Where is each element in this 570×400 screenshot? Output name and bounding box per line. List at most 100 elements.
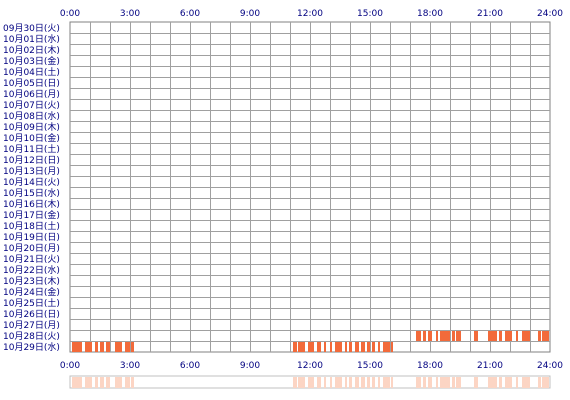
row-label: 10月12日(日)	[3, 155, 60, 166]
summary-segment	[131, 377, 134, 388]
summary-segment	[355, 377, 359, 388]
row-label: 10月15日(水)	[3, 187, 60, 199]
activity-segment	[499, 331, 502, 341]
activity-segment	[538, 331, 541, 341]
activity-segment	[317, 342, 321, 352]
activity-segment	[367, 342, 370, 352]
x-tick-label-bottom: 6:00	[180, 361, 200, 371]
activity-segment	[115, 342, 122, 352]
activity-segment	[423, 331, 426, 341]
row-label: 10月27日(月)	[3, 320, 60, 331]
row-label: 10月26日(日)	[3, 309, 60, 320]
summary-segment	[125, 377, 130, 388]
summary-segment	[361, 377, 365, 388]
activity-segment	[125, 342, 130, 352]
activity-segment	[436, 331, 438, 341]
summary-segment	[317, 377, 321, 388]
summary-segment	[115, 377, 122, 388]
activity-segment	[131, 342, 134, 352]
activity-segment	[522, 331, 530, 341]
summary-segment	[72, 377, 82, 388]
row-label: 10月06日(月)	[3, 89, 60, 100]
x-tick-label-bottom: 3:00	[120, 361, 140, 371]
activity-segment	[345, 342, 347, 352]
row-label: 10月16日(木)	[3, 198, 60, 210]
summary-segment	[391, 377, 393, 388]
activity-segment	[474, 331, 478, 341]
summary-segment	[100, 377, 104, 388]
summary-segment	[367, 377, 370, 388]
activity-segment	[349, 342, 352, 352]
x-tick-label-top: 0:00	[60, 9, 80, 19]
summary-segment	[488, 377, 497, 388]
summary-segment	[378, 377, 380, 388]
row-label: 10月04日(土)	[3, 66, 60, 78]
x-tick-label-top: 6:00	[180, 9, 200, 19]
x-tick-label-top: 3:00	[120, 9, 140, 19]
summary-segment	[85, 377, 92, 388]
x-tick-label-top: 24:00	[537, 9, 563, 19]
activity-segment	[456, 331, 461, 341]
summary-bar	[69, 375, 551, 389]
activity-segment	[378, 342, 380, 352]
activity-segment	[452, 331, 455, 341]
summary-segment	[372, 377, 375, 388]
activity-segment	[330, 342, 332, 352]
row-label: 10月22日(水)	[3, 264, 60, 276]
bottom-axis: 0:00 3:00 6:00 9:00 12:00 15:00 18:00 21:00 24:0…	[60, 361, 563, 371]
summary-segment	[428, 377, 432, 388]
activity-segment	[416, 331, 421, 341]
row-label: 10月13日(月)	[3, 166, 60, 177]
row-label: 10月29日(水)	[3, 341, 60, 353]
summary-segment	[452, 377, 455, 388]
activity-segment	[391, 342, 393, 352]
x-tick-label-bottom: 9:00	[240, 361, 260, 371]
top-axis: 0:00 3:00 6:00 9:00 12:00 15:00 18:00 21:00 24:0…	[60, 9, 563, 19]
x-tick-label-bottom: 15:00	[357, 361, 383, 371]
summary-segment	[436, 377, 438, 388]
activity-segment	[383, 342, 390, 352]
summary-segment	[456, 377, 461, 388]
activity-segment	[95, 342, 98, 352]
activity-segment	[440, 331, 450, 341]
activity-segment	[72, 342, 82, 352]
summary-segment	[324, 377, 326, 388]
summary-segment	[423, 377, 426, 388]
activity-marks	[72, 331, 549, 352]
row-label: 09月30日(火)	[3, 23, 60, 34]
activity-segment	[85, 342, 92, 352]
summary-segment	[383, 377, 390, 388]
x-tick-label-bottom: 21:00	[477, 361, 503, 371]
x-tick-label-bottom: 0:00	[60, 361, 80, 371]
activity-segment	[361, 342, 365, 352]
row-label: 10月01日(水)	[3, 33, 60, 45]
row-label: 10月11日(土)	[3, 143, 60, 155]
row-label: 10月20日(月)	[3, 243, 60, 254]
activity-segment	[335, 342, 342, 352]
x-tick-label-top: 21:00	[477, 9, 503, 19]
activity-segment	[106, 342, 110, 352]
summary-segment	[516, 377, 518, 388]
summary-segment	[499, 377, 502, 388]
x-tick-label-bottom: 12:00	[297, 361, 323, 371]
grid	[69, 21, 551, 353]
activity-segment	[100, 342, 104, 352]
summary-segment	[106, 377, 110, 388]
summary-segment	[330, 377, 332, 388]
row-label: 10月28日(火)	[3, 331, 60, 342]
row-label: 10月14日(火)	[3, 177, 60, 188]
x-tick-label-top: 15:00	[357, 9, 383, 19]
row-label: 10月21日(火)	[3, 254, 60, 265]
summary-segment	[474, 377, 478, 388]
row-label: 10月07日(火)	[3, 100, 60, 111]
activity-segment	[293, 342, 297, 352]
activity-segment	[505, 331, 512, 341]
x-tick-label-top: 12:00	[297, 9, 323, 19]
row-label: 10月05日(日)	[3, 78, 60, 89]
x-tick-label-top: 9:00	[240, 9, 260, 19]
summary-segment	[440, 377, 450, 388]
activity-segment	[324, 342, 326, 352]
row-label: 10月17日(金)	[3, 209, 60, 221]
row-label: 10月02日(木)	[3, 44, 60, 56]
